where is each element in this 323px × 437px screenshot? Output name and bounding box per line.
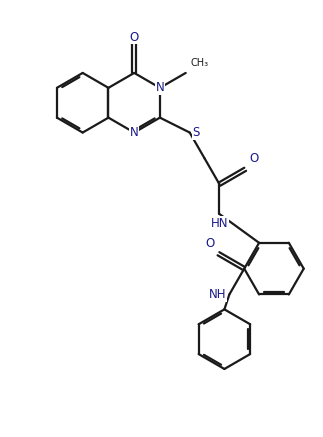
Text: CH₃: CH₃ xyxy=(191,58,209,68)
Text: O: O xyxy=(130,31,139,44)
Text: O: O xyxy=(205,237,214,250)
Text: HN: HN xyxy=(211,217,228,230)
Text: N: N xyxy=(156,81,164,94)
Text: NH: NH xyxy=(209,288,226,301)
Text: S: S xyxy=(193,126,200,139)
Text: O: O xyxy=(249,153,258,165)
Text: N: N xyxy=(130,126,139,139)
